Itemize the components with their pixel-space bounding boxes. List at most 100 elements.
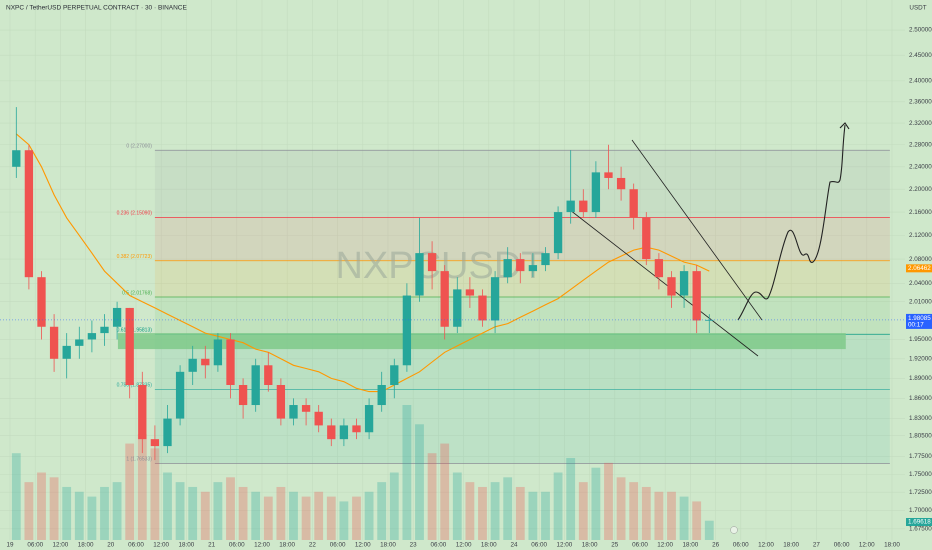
candle-body [503,259,512,278]
y-tick-label: 2.24000 [909,163,932,170]
volume-bar [188,486,198,540]
projection-arrow [839,122,850,130]
y-tick-label: 2.04000 [909,280,932,287]
x-tick-label: 12:00 [355,542,371,549]
volume-bar [175,482,185,540]
volume-bar [377,482,387,540]
y-tick-label: 2.45000 [909,52,932,59]
candle-body [213,339,223,366]
last-price-box [906,313,932,329]
candle-body [591,172,601,213]
front-layer [0,107,905,461]
candle-body [629,189,638,218]
y-tick-label: 2.08000 [909,256,932,263]
go-to-realtime[interactable] [730,526,738,534]
volume-bar [251,491,261,540]
candle-body [390,365,399,385]
volume-bar [616,477,626,540]
candle-body [188,358,197,372]
y-tick-label: 2.50000 [909,27,932,34]
volume-last-label: 1.69618 [908,519,931,526]
x-tick-label: 18:00 [481,542,497,549]
x-tick-label: 06:00 [531,542,547,549]
volume-bar [566,458,576,540]
chart-title: NXPC / TetherUSD PERPETUAL CONTRACT · 30… [6,5,188,12]
x-tick-label: 12:00 [557,542,573,549]
candle-body [87,333,97,340]
y-tick-label: 1.75000 [909,471,932,478]
volume-bar [11,453,21,540]
x-tick-label: 18:00 [78,542,94,549]
volume-bar [326,496,336,540]
x-tick-label: 18:00 [380,542,396,549]
candle-body [553,212,563,254]
volume-bar [150,448,160,540]
x-tick-label: 06:00 [229,542,245,549]
y-tick-label: 1.77500 [909,453,932,460]
volume-bar [415,424,424,540]
volume-bar [452,472,462,540]
x-tick-label: 21 [208,542,216,549]
volume-bar [352,496,361,540]
candle-body [37,277,46,327]
candle-body [62,345,71,359]
candle-body [566,200,575,213]
candle-body [112,307,122,327]
candle-body [490,277,500,321]
candle-body [667,277,676,296]
volume-bar [402,405,412,540]
currency-label: USDT [909,5,926,12]
y-tick-label: 2.01000 [909,298,932,305]
channel-lower [569,209,759,357]
volume-bar [528,491,538,540]
volume-bar [490,482,500,540]
y-tick-label: 1.83000 [909,415,932,422]
volume-bar [213,482,223,540]
fib-label: 0 (2.27000) [126,144,152,150]
x-tick-label: 06:00 [330,542,346,549]
x-tick-label: 06:00 [733,542,749,549]
candle-body [264,365,273,385]
volume-bar [289,491,298,540]
candle-body [377,384,386,406]
x-tick-label: 27 [813,542,821,549]
x-tick-label: 12:00 [153,542,169,549]
candle-body [402,295,412,366]
volume-bar [591,467,601,540]
y-tick-label: 1.67500 [909,525,932,532]
fib-label: 0.5 (2.01768) [122,290,152,296]
back-layer [0,0,905,540]
volume-bar [503,477,513,540]
y-tick-label: 1.72500 [909,489,932,496]
x-tick-label: 06:00 [632,542,648,549]
candle-body [654,259,664,278]
time-axis [0,540,905,550]
volume-bar [692,501,702,540]
candle-body [24,150,34,278]
x-tick-label: 18:00 [884,542,900,549]
candle-body [226,339,235,385]
candle-body [604,172,613,178]
volume-bar [301,496,311,540]
x-tick-label: 12:00 [254,542,270,549]
volume-bar [100,486,109,540]
volume-bar [24,482,34,540]
fib-label: 0.786 (1.87335) [117,383,153,389]
y-tick-label: 2.40000 [909,78,932,85]
y-tick-label: 1.92000 [909,355,932,362]
x-tick-label: 25 [611,542,619,549]
volume-bar [578,482,588,540]
x-tick-label: 23 [410,542,418,549]
volume-bar [238,486,248,540]
candle-body [201,358,210,366]
candle-body [679,271,689,296]
candle-body [352,425,361,433]
y-tick-label: 2.20000 [909,186,932,193]
fib-band [154,296,890,335]
candle-body [163,418,172,447]
fib-label: 0.618 (1.95813) [117,328,153,334]
fib-label: 0.382 (2.07723) [117,254,153,260]
x-tick-label: 18:00 [783,542,799,549]
volume-bar [629,482,639,540]
